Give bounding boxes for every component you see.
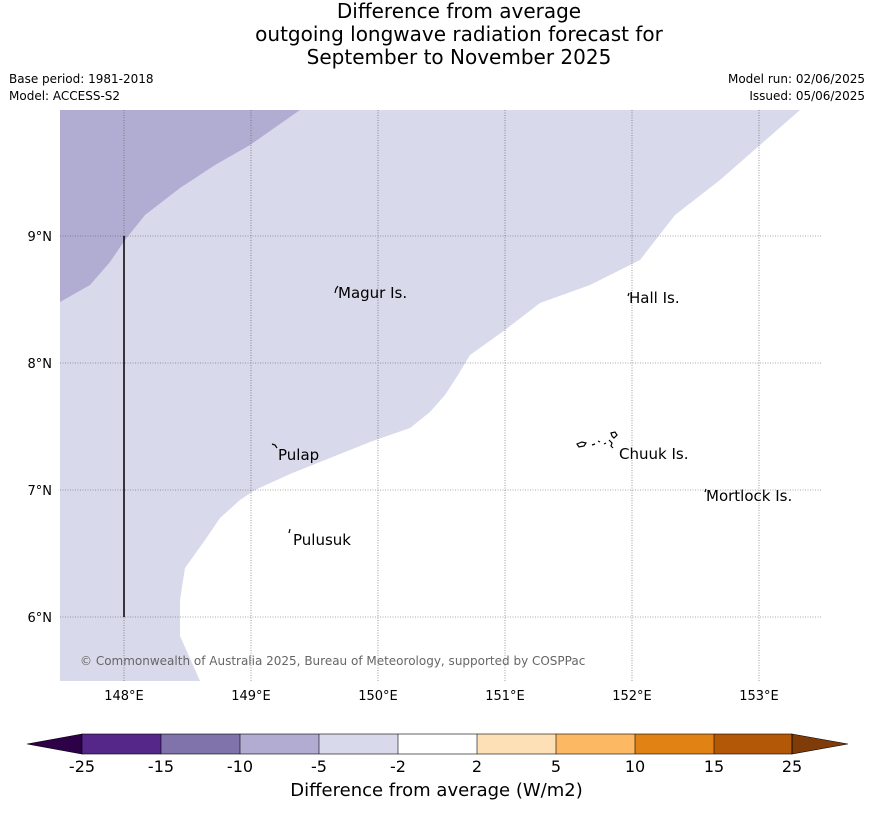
meta-left: Base period: 1981-2018 Model: ACCESS-S2	[9, 71, 154, 105]
chart-title: Difference from average outgoing longwav…	[0, 0, 873, 69]
map-fill	[60, 110, 822, 681]
colorbar-tick: -15	[148, 757, 174, 776]
lon-label-151e: 151°E	[485, 689, 525, 704]
colorbar-tick-labels: -25 -15 -10 -5 -2 2 5 10 15 25	[69, 757, 802, 776]
mortlock-island-shape	[704, 488, 707, 493]
colorbar-outline	[81, 733, 793, 755]
model-run: Model run: 02/06/2025	[727, 72, 865, 86]
colorbar-tick: 15	[704, 757, 724, 776]
lat-label-6n: 6°N	[28, 611, 53, 626]
place-magur: Magur Is.	[338, 284, 407, 302]
place-pulap: Pulap	[278, 446, 319, 464]
place-chuuk: Chuuk Is.	[619, 445, 688, 463]
colorbar-segment-4	[319, 734, 398, 754]
colorbar-arrow-low	[26, 733, 83, 755]
title-line-1: Difference from average	[336, 0, 582, 23]
hall-island-shape	[627, 292, 630, 297]
colorbar-arrow-high	[791, 733, 849, 755]
issued-date: Issued: 05/06/2025	[749, 89, 865, 103]
lon-label-150e: 150°E	[358, 689, 398, 704]
lat-label-9n: 9°N	[28, 230, 53, 245]
lat-label-8n: 8°N	[28, 357, 53, 372]
colorbar-tick: 25	[782, 757, 802, 776]
lon-label-149e: 149°E	[231, 689, 271, 704]
pulap-island-shape	[271, 443, 278, 449]
lon-label-153e: 153°E	[739, 689, 779, 704]
island-outlines	[271, 285, 707, 534]
place-mortlock: Mortlock Is.	[706, 487, 792, 505]
model-name: Model: ACCESS-S2	[9, 89, 121, 103]
lat-label-7n: 7°N	[28, 484, 53, 499]
colorbar-tick: -2	[390, 757, 406, 776]
colorbar-segment-8	[635, 734, 714, 754]
colorbar-segment-3	[240, 734, 319, 754]
colorbar-segment-6	[477, 734, 556, 754]
colorbar-tick: 2	[472, 757, 482, 776]
magur-island-shape	[334, 285, 339, 294]
copyright-text: © Commonwealth of Australia 2025, Bureau…	[80, 654, 585, 668]
colorbar: -25 -15 -10 -5 -2 2 5 10 15 25	[26, 733, 849, 776]
colorbar-segment-7	[556, 734, 635, 754]
colorbar-tick: 10	[625, 757, 645, 776]
colorbar-segment-9	[714, 734, 792, 754]
colorbar-tick: 5	[551, 757, 561, 776]
minus10-region	[60, 110, 300, 302]
base-period: Base period: 1981-2018	[9, 72, 154, 86]
lon-label-148e: 148°E	[104, 689, 144, 704]
minus5-region	[60, 110, 800, 681]
place-labels: Magur Is. Hall Is. Pulap Chuuk Is. Mortl…	[278, 284, 792, 549]
place-pulusuk: Pulusuk	[293, 531, 351, 549]
title-line-3: September to November 2025	[306, 45, 612, 69]
place-hall: Hall Is.	[629, 289, 680, 307]
lat-tick-labels: 6°N 7°N 8°N 9°N	[28, 230, 53, 626]
colorbar-tick: -10	[227, 757, 253, 776]
pulusuk-island-shape	[288, 528, 291, 534]
chuuk-island-shape	[576, 431, 618, 449]
colorbar-segment-1	[82, 734, 161, 754]
colorbar-segment-5	[398, 734, 477, 754]
meta-right: Model run: 02/06/2025 Issued: 05/06/2025	[728, 71, 865, 105]
colorbar-segment-2	[161, 734, 240, 754]
lon-label-152e: 152°E	[612, 689, 652, 704]
colorbar-tick: -5	[311, 757, 327, 776]
colorbar-dividers	[81, 733, 793, 755]
colorbar-title: Difference from average (W/m2)	[290, 780, 583, 801]
title-line-2: outgoing longwave radiation forecast for	[255, 22, 663, 46]
lon-tick-labels: 148°E 149°E 150°E 151°E 152°E 153°E	[104, 689, 779, 704]
colorbar-tick: -25	[69, 757, 95, 776]
